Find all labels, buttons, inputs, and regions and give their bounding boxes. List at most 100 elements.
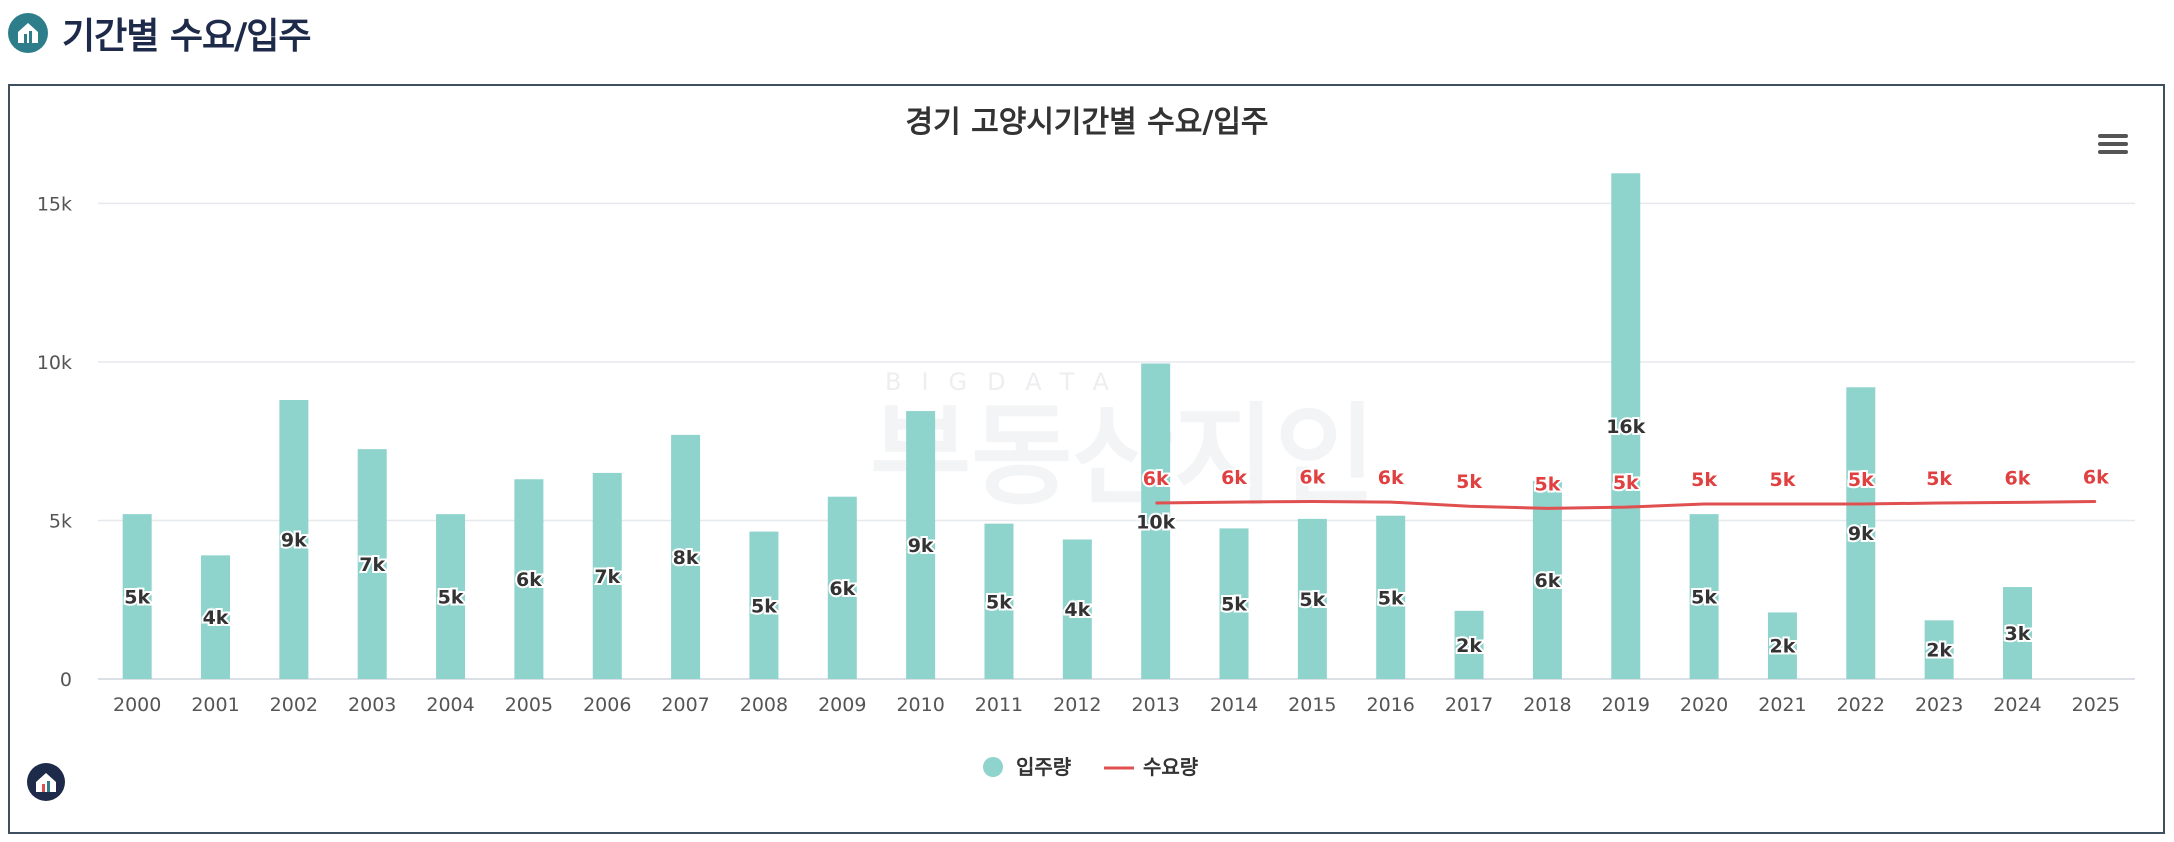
bar-data-label: 2k [1456, 635, 1482, 657]
bar-data-label: 9k [281, 529, 307, 551]
bar[interactable] [1376, 515, 1406, 679]
chart-title: 경기 고양시기간별 수요/입주 [905, 105, 1268, 140]
x-tick-label: 2017 [1445, 694, 1493, 716]
x-tick-label: 2013 [1131, 694, 1179, 716]
x-tick-label: 2000 [113, 694, 161, 716]
page-title: 기간별 수요/입주 [62, 16, 312, 57]
bar[interactable] [827, 496, 857, 679]
bar[interactable] [1924, 620, 1954, 679]
legend-item-demand[interactable]: 수요량 [1104, 755, 1199, 779]
line-point[interactable] [1781, 503, 1783, 505]
x-tick-label: 2004 [426, 694, 474, 716]
footer-logo-icon [27, 763, 65, 801]
bar-data-label: 2k [1926, 640, 1952, 662]
chart-menu-icon[interactable] [2097, 128, 2129, 160]
bar-data-label: 5k [438, 587, 464, 609]
line-data-label: 6k [1378, 467, 1404, 489]
x-tick-label: 2008 [740, 694, 788, 716]
bar-data-label: 4k [1064, 599, 1090, 621]
bar[interactable] [2002, 587, 2032, 679]
line-point[interactable] [2095, 500, 2097, 502]
bars-series [122, 173, 2032, 679]
bar[interactable] [1767, 612, 1797, 679]
legend-item-supply[interactable]: 입주량 [983, 755, 1072, 779]
bar[interactable] [122, 514, 152, 679]
line-data-label: 5k [1848, 469, 1874, 491]
line-point[interactable] [1703, 503, 1705, 505]
bar-data-label: 7k [594, 566, 620, 588]
x-axis: 2000 2001 2002 2003 2004 2005 2006 2007 2008 2009… [113, 694, 2120, 716]
bar-labels: 5k 4k 9k 7k 5k 6k 7k 8k 5k 6k 9k 5k 4k 10k 5k 5k 5k 2k 6k 1… [122, 414, 2033, 664]
line-point[interactable] [1233, 501, 1235, 503]
line-data-label: 6k [1221, 467, 1247, 489]
line-point[interactable] [1546, 507, 1548, 509]
bar-data-label: 8k [673, 547, 699, 569]
bar[interactable] [1846, 387, 1876, 679]
bar-data-label: 9k [908, 535, 934, 557]
bar-data-label: 9k [1848, 523, 1874, 545]
bar[interactable] [749, 531, 779, 679]
line-point[interactable] [1311, 500, 1313, 502]
x-tick-label: 2023 [1915, 694, 1963, 716]
line-point[interactable] [2016, 501, 2018, 503]
bar[interactable] [1141, 363, 1171, 679]
line-point[interactable] [1625, 506, 1627, 508]
bar[interactable] [592, 472, 622, 679]
bar[interactable] [1219, 528, 1249, 679]
bar[interactable] [1297, 518, 1327, 679]
line-data-label: 5k [1456, 471, 1482, 493]
bar-data-label: 3k [2005, 623, 2031, 645]
x-tick-label: 2003 [348, 694, 396, 716]
watermark-main: 부동산지인 [870, 392, 1376, 520]
bar[interactable] [1062, 539, 1092, 679]
bar[interactable] [357, 449, 387, 679]
bar[interactable] [1454, 610, 1484, 679]
bar-data-label: 5k [1378, 587, 1404, 609]
bar[interactable] [671, 434, 701, 679]
line-data-label: 5k [1534, 473, 1560, 495]
y-axis: 0 5k 10k 15k [37, 193, 72, 691]
x-tick-label: 2025 [2072, 694, 2120, 716]
x-tick-label: 2014 [1210, 694, 1258, 716]
bar[interactable] [279, 399, 309, 679]
x-tick-label: 2024 [1993, 694, 2041, 716]
legend-supply-marker [983, 757, 1003, 777]
bar-data-label: 5k [1299, 589, 1325, 611]
bar-data-label: 16k [1606, 416, 1645, 438]
x-tick-label: 2018 [1523, 694, 1571, 716]
line-series [1155, 499, 2097, 510]
line-data-label: 5k [1691, 469, 1717, 491]
line-data-label: 5k [1613, 472, 1639, 494]
x-tick-label: 2002 [270, 694, 318, 716]
bar-data-label: 6k [516, 569, 542, 591]
line-point[interactable] [1468, 505, 1470, 507]
legend-supply-label: 입주량 [1016, 755, 1072, 779]
home-chart-icon [8, 13, 48, 53]
bar-data-label: 5k [751, 595, 777, 617]
x-tick-label: 2016 [1367, 694, 1415, 716]
legend-demand-label: 수요량 [1143, 755, 1199, 779]
bar[interactable] [984, 523, 1014, 679]
y-tick-label: 10k [37, 352, 72, 374]
line-point[interactable] [1938, 502, 1940, 504]
bar[interactable] [906, 411, 936, 679]
line-point[interactable] [1390, 501, 1392, 503]
bar-data-label: 5k [986, 591, 1012, 613]
bar[interactable] [436, 514, 466, 679]
bar[interactable] [1689, 514, 1719, 679]
chart: BIGDATA 부동산지인 경기 고양시기간별 수요/입주 05k10k15k … [27, 105, 2135, 801]
bar[interactable] [1611, 173, 1641, 679]
bar-data-label: 5k [124, 587, 150, 609]
bar[interactable] [201, 555, 231, 679]
x-tick-label: 2019 [1602, 694, 1650, 716]
x-tick-label: 2021 [1758, 694, 1806, 716]
x-tick-label: 2005 [505, 694, 553, 716]
line-data-label: 6k [2005, 467, 2031, 489]
bar-data-label: 5k [1691, 587, 1717, 609]
bar-data-label: 5k [1221, 594, 1247, 616]
bar[interactable] [514, 479, 544, 679]
line-point[interactable] [1860, 503, 1862, 505]
line-data-label: 6k [2083, 466, 2109, 488]
line-point[interactable] [1155, 502, 1157, 504]
bar[interactable] [1532, 480, 1562, 679]
